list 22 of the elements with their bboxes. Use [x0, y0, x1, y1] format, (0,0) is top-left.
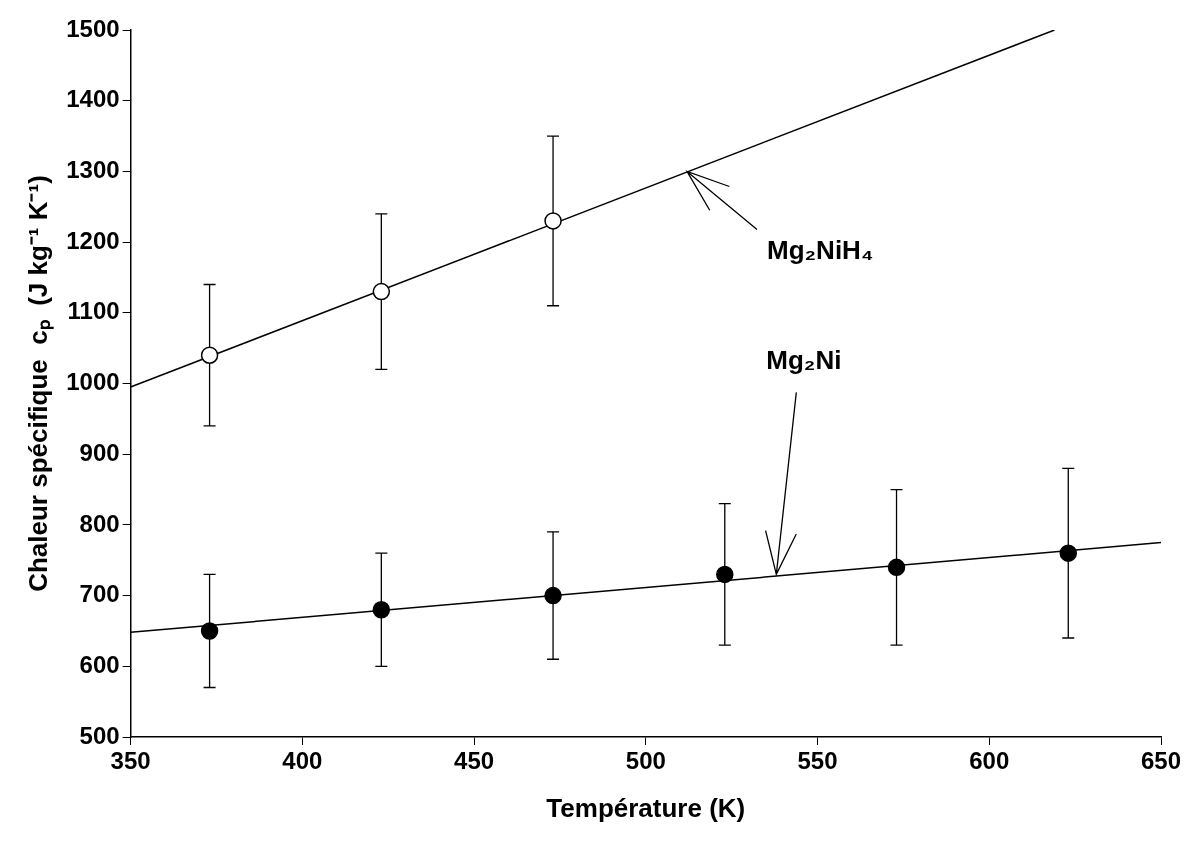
y-tick-label: 1000 [66, 368, 120, 396]
annotation: Mg₂NiH₄ [767, 234, 874, 265]
x-tick-label: 500 [625, 747, 666, 775]
x-axis-title: Température (K) [546, 792, 746, 823]
y-axis-title: Chaleur spécifique cₚ (J kg⁻¹ K⁻¹) [22, 175, 54, 592]
y-tick-label: 1500 [66, 14, 120, 42]
y-tick-label: 1300 [66, 156, 120, 184]
x-tick-label: 650 [1140, 747, 1182, 775]
y-tick-label: 700 [79, 580, 120, 608]
x-tick-label: 600 [969, 747, 1010, 775]
y-tick-label: 900 [79, 438, 120, 466]
y-tick-label: 1100 [67, 297, 120, 325]
annotation: Mg₂Ni [766, 344, 842, 375]
y-tick-label: 1200 [66, 226, 120, 254]
x-tick-label: 350 [110, 747, 151, 775]
x-tick-label: 400 [282, 747, 323, 775]
x-tick-label: 550 [797, 747, 838, 775]
y-tick-label: 800 [79, 509, 120, 537]
y-tick-label: 500 [79, 721, 120, 749]
x-tick-label: 450 [454, 747, 495, 775]
y-tick-label: 1400 [66, 85, 120, 113]
y-tick-label: 600 [79, 650, 120, 678]
